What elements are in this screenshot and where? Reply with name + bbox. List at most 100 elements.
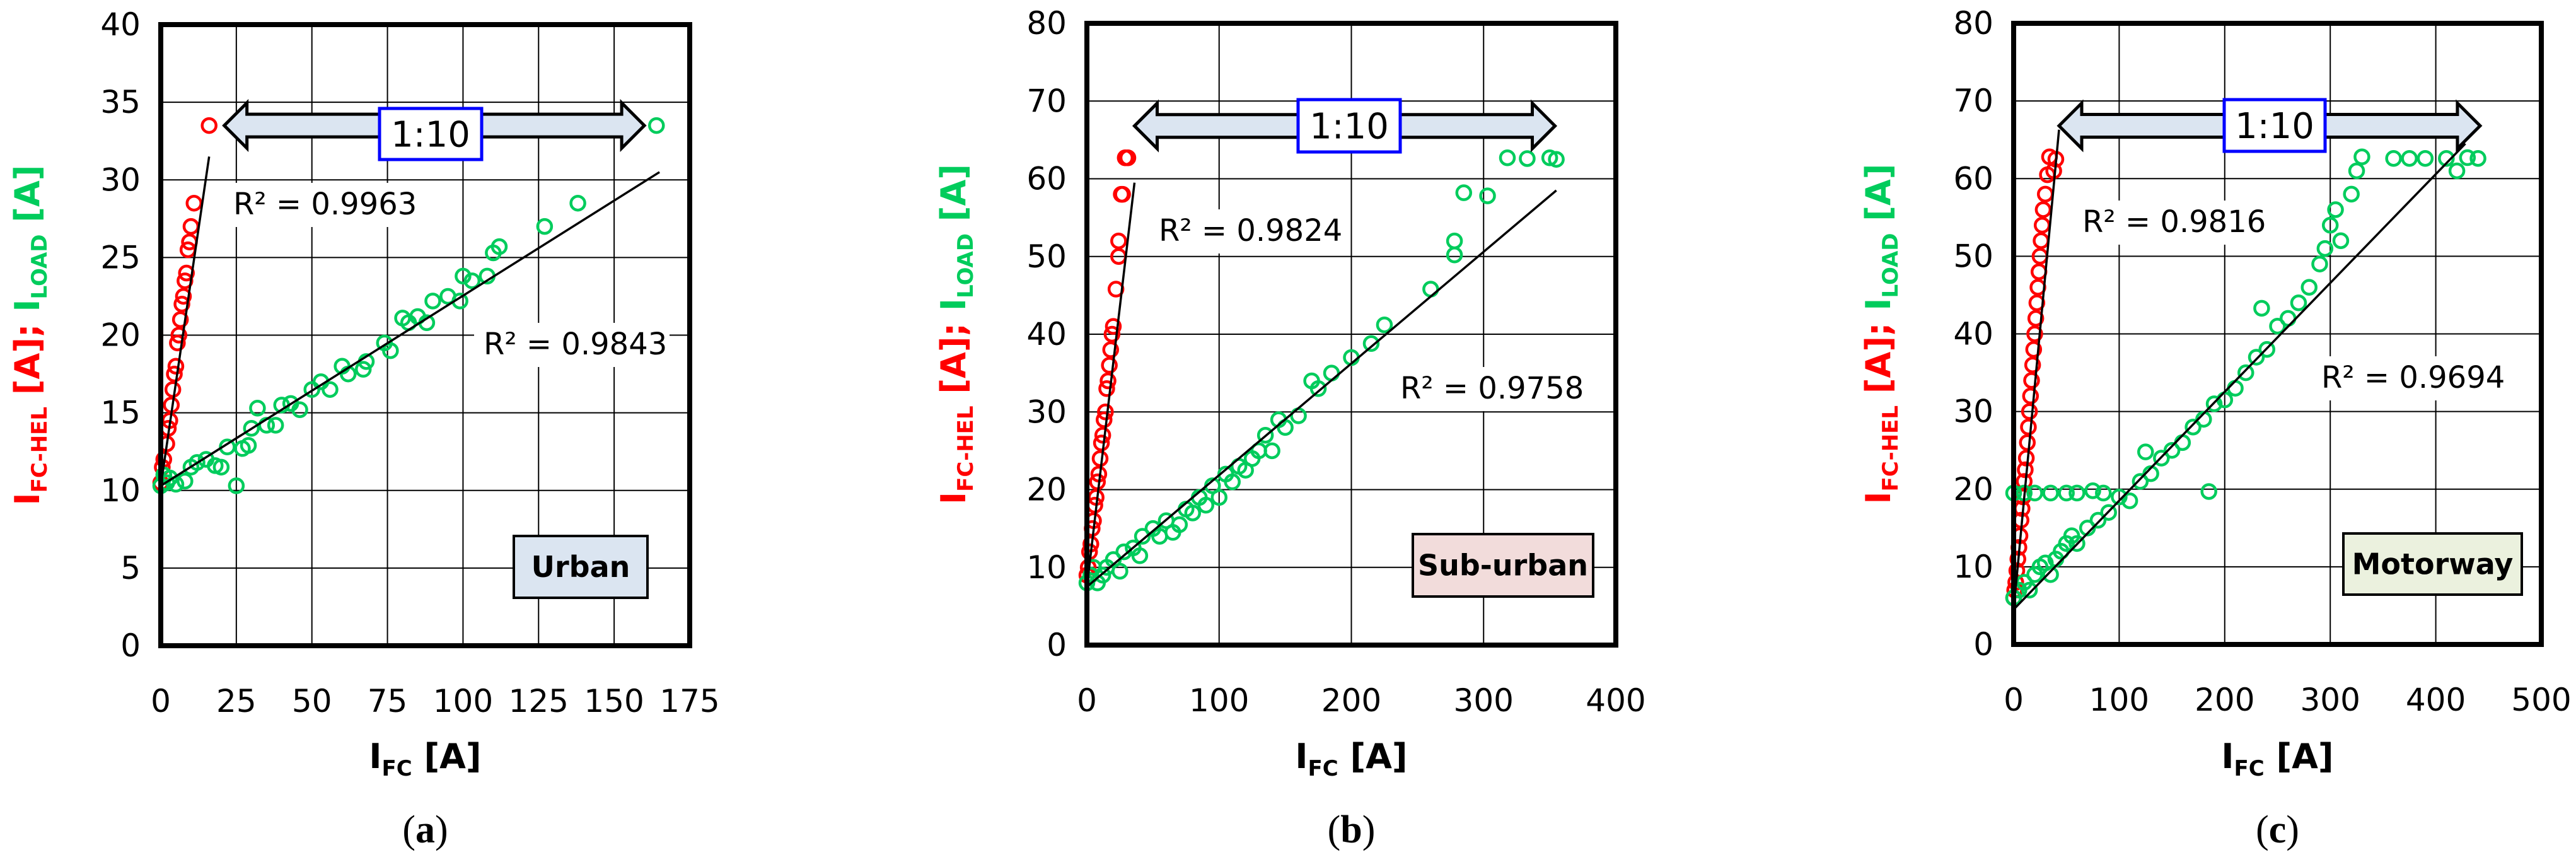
x-tick-label: 200 <box>1321 682 1381 719</box>
y-tick-label: 0 <box>120 627 141 664</box>
data-point-iload <box>2269 317 2286 335</box>
x-axis-title: IFC [A] <box>1295 737 1407 781</box>
data-point-iload <box>2200 483 2217 500</box>
x-axis-title: IFC [A] <box>2221 737 2333 781</box>
x-axis-title-main: I <box>2221 737 2234 776</box>
data-point-ifc-hel <box>178 264 195 282</box>
r2-label-background <box>224 183 419 227</box>
x-tick-label: 100 <box>1189 682 1249 719</box>
region-label: Motorway <box>2352 547 2514 581</box>
region-label-box <box>2342 532 2523 596</box>
y-tick-label: 0 <box>1973 626 1993 663</box>
data-point-iload <box>1541 149 1558 166</box>
data-point-iload <box>2079 520 2096 537</box>
data-point-iload <box>2438 149 2455 167</box>
data-point-iload <box>1362 335 1380 352</box>
y-tick-label: 70 <box>1953 83 1993 119</box>
data-point-iload <box>424 293 441 310</box>
data-point-iload <box>2153 450 2170 467</box>
caption-letter: a <box>415 808 435 851</box>
data-point-iload <box>2042 484 2059 502</box>
data-point-ifc-hel <box>173 296 190 313</box>
data-point-iload <box>2248 349 2265 366</box>
x-axis-title-unit: [A] <box>412 737 482 776</box>
data-point-iload <box>2401 149 2418 167</box>
y-axis-title: IFC-HEL [A]; ILOAD [A] <box>934 164 978 504</box>
data-point-ifc-hel <box>2023 372 2040 389</box>
data-point-iload <box>1376 316 1393 334</box>
y-axis-title-load-unit: [A] <box>1859 164 1898 233</box>
data-point-iload <box>2253 300 2270 317</box>
data-point-iload <box>2100 504 2117 521</box>
y-tick-label: 60 <box>1026 161 1067 197</box>
data-point-ifc-hel <box>169 334 186 352</box>
data-point-iload <box>1134 528 1151 545</box>
trendline-ifc-hel <box>160 156 211 486</box>
caption-paren-close: ) <box>2286 808 2299 851</box>
r2-label: R² = 0.9963 <box>233 187 417 222</box>
ratio-label: 1:10 <box>391 115 470 156</box>
y-axis-title-fc-hel-unit: [A]; <box>934 311 973 405</box>
x-tick-label: 100 <box>2089 682 2149 718</box>
data-point-iload <box>228 477 245 494</box>
data-point-iload <box>240 437 257 454</box>
y-axis-title-load-subscript: LOAD <box>1878 233 1903 298</box>
data-point-ifc-hel <box>2028 294 2046 312</box>
plot-frame <box>1084 21 1618 648</box>
data-point-iload <box>322 381 339 398</box>
x-tick-label: 75 <box>368 683 408 719</box>
x-tick-label: 400 <box>1586 682 1645 719</box>
data-point-iload <box>2327 201 2344 218</box>
y-tick-label: 50 <box>1953 238 1993 274</box>
y-axis-title-fc-hel: I <box>1859 491 1898 504</box>
y-axis-title-load: I <box>8 299 47 312</box>
region-label: Sub-urban <box>1418 549 1588 583</box>
data-point-iload <box>243 420 260 437</box>
data-point-iload <box>2290 294 2307 312</box>
trendline-iload <box>1086 189 1557 588</box>
x-axis-title-main: I <box>1295 737 1308 776</box>
y-tick-label: 50 <box>1026 238 1067 275</box>
x-axis-title-subscript: FC <box>381 756 412 781</box>
data-point-iload <box>177 472 194 490</box>
data-point-iload <box>2121 492 2138 510</box>
x-axis-title-main: I <box>369 737 381 776</box>
data-point-iload <box>2348 162 2365 180</box>
data-point-iload <box>1115 543 1132 561</box>
data-point-iload <box>490 238 508 255</box>
data-point-iload <box>2095 484 2112 502</box>
data-point-iload <box>1446 232 1463 250</box>
y-axis-title-load: I <box>934 298 973 311</box>
caption-letter: b <box>1340 808 1362 851</box>
y-tick-label: 10 <box>100 472 141 509</box>
x-tick-label: 0 <box>2004 682 2024 718</box>
data-point-iload <box>1499 149 1516 166</box>
data-point-iload <box>2416 149 2434 167</box>
data-point-iload <box>2258 341 2276 358</box>
data-point-iload <box>648 117 665 134</box>
y-axis-title: IFC-HEL [A]; ILOAD [A] <box>8 165 52 506</box>
y-axis-title-fc-hel: I <box>934 492 973 504</box>
y-axis-title-load-subscript: LOAD <box>27 235 52 300</box>
y-tick-label: 80 <box>1026 5 1067 42</box>
y-tick-label: 30 <box>100 161 141 198</box>
data-point-iload <box>2137 443 2154 460</box>
y-tick-label: 40 <box>1026 316 1067 352</box>
data-point-iload <box>1224 473 1241 491</box>
plot-frame <box>2011 21 2544 647</box>
panel-a: 0 5 10 15 20 25 30 35 40 0 25 50 75 100 125 150 175 R² = … <box>8 6 720 851</box>
r2-label: R² = 0.9816 <box>2082 204 2266 240</box>
data-point-iload <box>1131 547 1149 564</box>
data-point-ifc-hel <box>166 365 183 383</box>
data-point-iload <box>1519 150 1536 167</box>
x-tick-label: 0 <box>1077 682 1097 719</box>
data-point-iload <box>569 194 586 212</box>
data-point-ifc-hel <box>171 311 189 329</box>
data-point-iload <box>212 458 230 476</box>
y-axis-title-fc-hel-unit: [A]; <box>1859 311 1898 405</box>
y-tick-label: 25 <box>100 239 141 276</box>
y-tick-label: 30 <box>1953 393 1993 430</box>
ratio-label: 1:10 <box>2235 106 2314 147</box>
data-point-iload <box>2311 255 2328 272</box>
r2-label-background <box>2073 201 2268 245</box>
